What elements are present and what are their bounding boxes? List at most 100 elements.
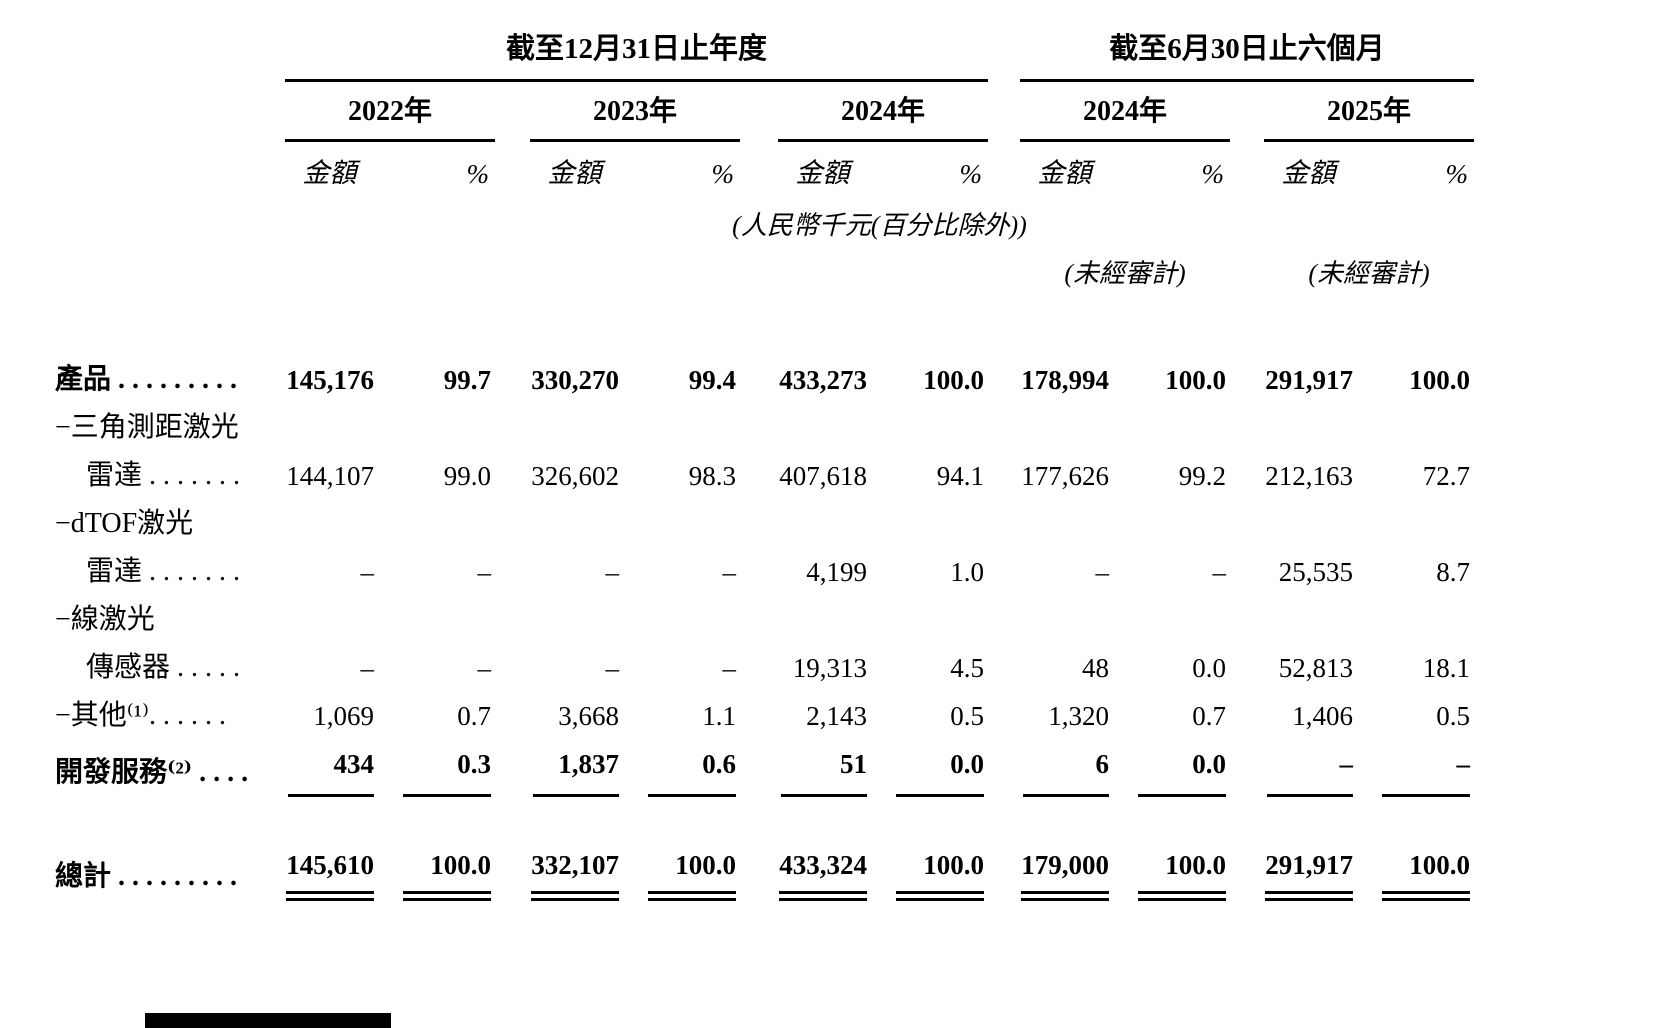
year-header-2024: 2024年 <box>778 80 988 142</box>
unaudited-note-row: (未經審計) (未經審計) <box>55 242 1474 290</box>
value-cell: – <box>360 557 375 587</box>
percent-header: % <box>466 159 490 189</box>
row-development-services: 開發服務⁽²⁾ . . . . 434 0.3 1,837 0.6 51 0.0… <box>55 740 1474 797</box>
percent-cell: 18.1 <box>1422 653 1470 683</box>
percent-header: % <box>1201 159 1225 189</box>
percent-cell: 0.7 <box>1192 701 1226 731</box>
percent-cell: 0.0 <box>1135 740 1230 797</box>
amount-header: 金額 <box>1037 158 1092 188</box>
value-cell: 144,107 <box>286 461 374 491</box>
period-interim-header: 截至6月30日止六個月 <box>1020 22 1474 82</box>
year-header-2022: 2022年 <box>285 80 495 142</box>
value-cell: 2,143 <box>806 701 867 731</box>
percent-cell: – <box>477 653 492 683</box>
row-dtof-lidar: −dTOF激光 雷達 . . . . . . . – – – – 4,199 1… <box>55 500 1474 596</box>
value-cell: 19,313 <box>792 653 867 683</box>
percent-cell: 99.2 <box>1178 461 1226 491</box>
value-cell: – <box>605 557 620 587</box>
percent-cell: 100.0 <box>645 841 740 901</box>
value-cell: 6 <box>1020 740 1135 797</box>
percent-cell: 0.3 <box>400 740 495 797</box>
percent-cell: 0.7 <box>457 701 491 731</box>
row-total: 總計 . . . . . . . . . 145,610 100.0 332,1… <box>55 841 1474 901</box>
percent-header: % <box>711 159 735 189</box>
currency-note-row: (人民幣千元(百分比除外)) <box>55 190 1474 242</box>
amount-header: 金額 <box>547 158 602 188</box>
year-header-2024-interim: 2024年 <box>1020 80 1230 142</box>
row-label: 總計 . . . . . . . . . <box>55 861 238 892</box>
amount-header: 金額 <box>302 158 357 188</box>
value-cell: 291,917 <box>1264 841 1379 901</box>
percent-header: % <box>959 159 983 189</box>
percent-cell: 99.4 <box>688 365 736 395</box>
unaudited-note: (未經審計) <box>1064 259 1186 288</box>
subheader-row: 金額 % 金額 % 金額 % 金額 % 金額 % <box>55 140 1474 190</box>
amount-header: 金額 <box>1281 158 1336 188</box>
percent-cell: 0.0 <box>1192 653 1226 683</box>
percent-cell: 8.7 <box>1436 557 1470 587</box>
value-cell: 51 <box>778 740 893 797</box>
percent-cell: 0.5 <box>1436 701 1470 731</box>
percent-cell: – <box>1212 557 1227 587</box>
percent-cell: 100.0 <box>1165 365 1226 395</box>
value-cell: 25,535 <box>1278 557 1353 587</box>
percent-cell: 100.0 <box>1409 365 1470 395</box>
percent-cell: 100.0 <box>1135 841 1230 901</box>
spacer-row <box>55 290 1474 356</box>
percent-cell: 94.1 <box>936 461 984 491</box>
percent-cell: 72.7 <box>1422 461 1470 491</box>
row-label: 開發服務⁽²⁾ . . . . <box>55 757 249 788</box>
value-cell: – <box>360 653 375 683</box>
year-header-2023: 2023年 <box>530 80 740 142</box>
percent-cell: 0.0 <box>893 740 988 797</box>
value-cell: 433,273 <box>779 365 867 395</box>
value-cell: 1,837 <box>530 740 645 797</box>
row-label: −其他⁽¹⁾. . . . . . <box>55 700 226 731</box>
percent-cell: 100.0 <box>400 841 495 901</box>
percent-cell: 100.0 <box>923 365 984 395</box>
value-cell: 326,602 <box>531 461 619 491</box>
period-annual-header: 截至12月31日止年度 <box>285 22 988 82</box>
row-triangulation-lidar: −三角測距激光 雷達 . . . . . . . 144,107 99.0 32… <box>55 404 1474 500</box>
value-cell: 407,618 <box>779 461 867 491</box>
value-cell: – <box>1095 557 1110 587</box>
value-cell: 433,324 <box>778 841 893 901</box>
percent-header: % <box>1445 159 1469 189</box>
value-cell: 1,320 <box>1048 701 1109 731</box>
value-cell: 3,668 <box>558 701 619 731</box>
year-header-2025-interim: 2025年 <box>1264 80 1474 142</box>
percent-cell: 100.0 <box>1379 841 1474 901</box>
row-products: 產品 . . . . . . . . . 145,176 99.7 330,27… <box>55 356 1474 404</box>
value-cell: 179,000 <box>1020 841 1135 901</box>
percent-cell: – <box>722 557 737 587</box>
value-cell: 177,626 <box>1021 461 1109 491</box>
value-cell: – <box>1264 740 1379 797</box>
percent-cell: – <box>1379 740 1474 797</box>
row-line-laser-sensor: −線激光 傳感器 . . . . . – – – – 19,313 4.5 48… <box>55 596 1474 692</box>
value-cell: – <box>605 653 620 683</box>
row-label: −dTOF激光 雷達 . . . . . . . <box>55 508 241 587</box>
value-cell: 332,107 <box>530 841 645 901</box>
row-label: 產品 . . . . . . . . . <box>55 364 238 395</box>
percent-cell: 0.5 <box>950 701 984 731</box>
value-cell: 178,994 <box>1021 365 1109 395</box>
row-others: −其他⁽¹⁾. . . . . . 1,069 0.7 3,668 1.1 2,… <box>55 692 1474 740</box>
value-cell: 4,199 <box>806 557 867 587</box>
row-label: −線激光 傳感器 . . . . . <box>55 604 241 683</box>
unaudited-note: (未經審計) <box>1308 259 1430 288</box>
value-cell: 52,813 <box>1278 653 1353 683</box>
value-cell: 145,176 <box>286 365 374 395</box>
percent-cell: 99.0 <box>443 461 491 491</box>
spacer-row <box>55 797 1474 841</box>
row-label: −三角測距激光 雷達 . . . . . . . <box>55 412 241 491</box>
value-cell: 434 <box>285 740 400 797</box>
footnote-separator-bar <box>145 1013 391 1028</box>
amount-header: 金額 <box>795 158 850 188</box>
percent-cell: 1.0 <box>950 557 984 587</box>
percent-cell: – <box>477 557 492 587</box>
percent-cell: 4.5 <box>950 653 984 683</box>
value-cell: 291,917 <box>1265 365 1353 395</box>
percent-cell: 1.1 <box>702 701 736 731</box>
value-cell: 1,406 <box>1292 701 1353 731</box>
percent-cell: 98.3 <box>688 461 736 491</box>
